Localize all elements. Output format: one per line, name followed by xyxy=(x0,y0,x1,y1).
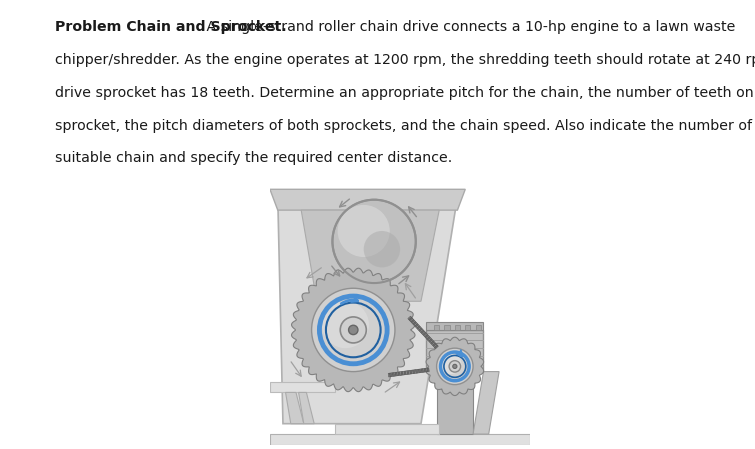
Text: A single-strand roller chain drive connects a 10-hp engine to a lawn waste: A single-strand roller chain drive conne… xyxy=(202,20,735,34)
Polygon shape xyxy=(418,369,419,373)
Circle shape xyxy=(332,200,416,283)
Polygon shape xyxy=(411,321,415,324)
Polygon shape xyxy=(433,344,437,348)
Polygon shape xyxy=(426,330,483,372)
Polygon shape xyxy=(400,372,402,375)
Polygon shape xyxy=(423,369,425,372)
Polygon shape xyxy=(434,325,439,330)
Polygon shape xyxy=(465,325,470,330)
Text: drive sprocket has 18 teeth. Determine an appropriate pitch for the chain, the n: drive sprocket has 18 teeth. Determine a… xyxy=(55,86,755,100)
Polygon shape xyxy=(414,370,416,374)
Polygon shape xyxy=(405,371,408,374)
Polygon shape xyxy=(413,321,417,325)
Circle shape xyxy=(453,364,457,369)
Polygon shape xyxy=(291,268,415,392)
Polygon shape xyxy=(419,328,423,331)
Circle shape xyxy=(337,205,390,257)
Polygon shape xyxy=(390,373,392,377)
Polygon shape xyxy=(418,369,421,373)
Polygon shape xyxy=(411,370,413,374)
Polygon shape xyxy=(429,339,433,342)
Polygon shape xyxy=(414,322,418,326)
Polygon shape xyxy=(401,371,403,375)
Polygon shape xyxy=(427,368,430,372)
Text: suitable chain and specify the required center distance.: suitable chain and specify the required … xyxy=(55,151,452,165)
Polygon shape xyxy=(394,372,396,376)
Circle shape xyxy=(364,231,400,268)
Polygon shape xyxy=(335,424,439,434)
Polygon shape xyxy=(396,372,397,376)
Text: sprocket, the pitch diameters of both sprockets, and the chain speed. Also indic: sprocket, the pitch diameters of both sp… xyxy=(55,119,755,132)
Polygon shape xyxy=(430,340,433,343)
Circle shape xyxy=(341,317,366,343)
Polygon shape xyxy=(399,372,400,376)
Polygon shape xyxy=(433,343,436,347)
Polygon shape xyxy=(432,342,436,345)
Polygon shape xyxy=(388,373,390,377)
Polygon shape xyxy=(476,325,481,330)
Polygon shape xyxy=(436,372,473,434)
Polygon shape xyxy=(391,373,393,377)
Polygon shape xyxy=(426,335,430,339)
Polygon shape xyxy=(428,338,431,341)
Polygon shape xyxy=(445,325,450,330)
Polygon shape xyxy=(397,372,399,376)
Polygon shape xyxy=(435,345,439,349)
Polygon shape xyxy=(410,318,414,322)
Polygon shape xyxy=(270,434,530,445)
Polygon shape xyxy=(402,371,405,375)
Polygon shape xyxy=(410,370,412,374)
Polygon shape xyxy=(417,326,421,330)
Polygon shape xyxy=(298,392,314,424)
Polygon shape xyxy=(426,368,428,372)
Polygon shape xyxy=(413,370,414,374)
Circle shape xyxy=(440,353,461,374)
Polygon shape xyxy=(423,332,427,336)
Polygon shape xyxy=(418,327,421,330)
Polygon shape xyxy=(420,369,422,373)
Polygon shape xyxy=(426,322,483,330)
Text: Problem Chain and Sprocket.: Problem Chain and Sprocket. xyxy=(55,20,287,34)
Polygon shape xyxy=(278,197,458,424)
Polygon shape xyxy=(408,370,411,374)
Polygon shape xyxy=(301,210,439,301)
Polygon shape xyxy=(404,371,406,375)
Polygon shape xyxy=(411,319,414,323)
Polygon shape xyxy=(416,325,420,328)
Polygon shape xyxy=(420,329,424,333)
Polygon shape xyxy=(430,341,434,344)
Polygon shape xyxy=(408,317,412,321)
Circle shape xyxy=(436,348,473,385)
Circle shape xyxy=(349,325,358,335)
Circle shape xyxy=(449,361,461,372)
Text: chipper/shredder. As the engine operates at 1200 rpm, the shredding teeth should: chipper/shredder. As the engine operates… xyxy=(55,53,755,67)
Polygon shape xyxy=(407,370,409,374)
Polygon shape xyxy=(422,331,425,335)
Polygon shape xyxy=(424,368,427,372)
Polygon shape xyxy=(455,325,460,330)
Polygon shape xyxy=(427,336,430,340)
Polygon shape xyxy=(408,316,411,320)
Polygon shape xyxy=(473,372,499,434)
Circle shape xyxy=(312,288,395,372)
Polygon shape xyxy=(414,324,418,327)
Polygon shape xyxy=(426,337,484,396)
Polygon shape xyxy=(416,370,418,373)
Polygon shape xyxy=(393,373,394,376)
Polygon shape xyxy=(270,189,465,210)
Polygon shape xyxy=(424,333,427,337)
Circle shape xyxy=(322,301,369,348)
Polygon shape xyxy=(421,330,424,334)
Polygon shape xyxy=(421,369,424,373)
Polygon shape xyxy=(285,392,304,424)
Polygon shape xyxy=(270,382,335,392)
Polygon shape xyxy=(425,335,428,338)
